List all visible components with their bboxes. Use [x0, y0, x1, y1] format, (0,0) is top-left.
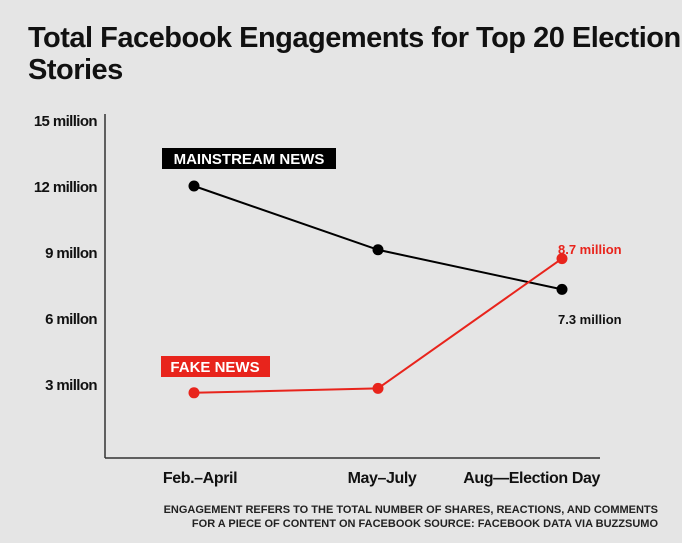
y-tick-label: 6 millon — [45, 311, 97, 328]
y-tick-label: 12 million — [34, 179, 98, 196]
footnote-line: FOR A PIECE OF CONTENT ON FACEBOOK SOURC… — [191, 518, 658, 530]
footnote-line: ENGAGEMENT REFERS TO THE TOTAL NUMBER OF… — [163, 504, 658, 516]
x-tick-label: Aug—Election Day — [463, 470, 600, 487]
data-point — [556, 253, 568, 265]
y-tick-label: 3 millon — [45, 377, 97, 394]
legend-box-mainstream — [162, 148, 336, 169]
footnote: ENGAGEMENT REFERS TO THE TOTAL NUMBER OF… — [164, 503, 658, 531]
data-label: 8.7 million — [558, 242, 622, 257]
x-tick-label: May–July — [348, 470, 417, 487]
data-point — [188, 180, 200, 192]
y-tick-label: 9 millon — [45, 245, 97, 262]
data-label: 7.3 million — [558, 312, 622, 327]
series-line — [193, 185, 563, 291]
legend-box-fake — [161, 356, 270, 377]
legend-label-fake: FAKE NEWS — [170, 359, 259, 376]
y-tick-label: 15 million — [34, 113, 98, 130]
data-point — [556, 283, 568, 295]
data-point — [188, 387, 200, 399]
data-point — [372, 382, 384, 394]
legend-label-mainstream: MAINSTREAM NEWS — [174, 151, 325, 168]
data-point — [372, 244, 384, 256]
chart-title: Total Facebook Engagements for Top 20 El… — [28, 22, 681, 86]
x-tick-label: Feb.–April — [163, 470, 237, 487]
